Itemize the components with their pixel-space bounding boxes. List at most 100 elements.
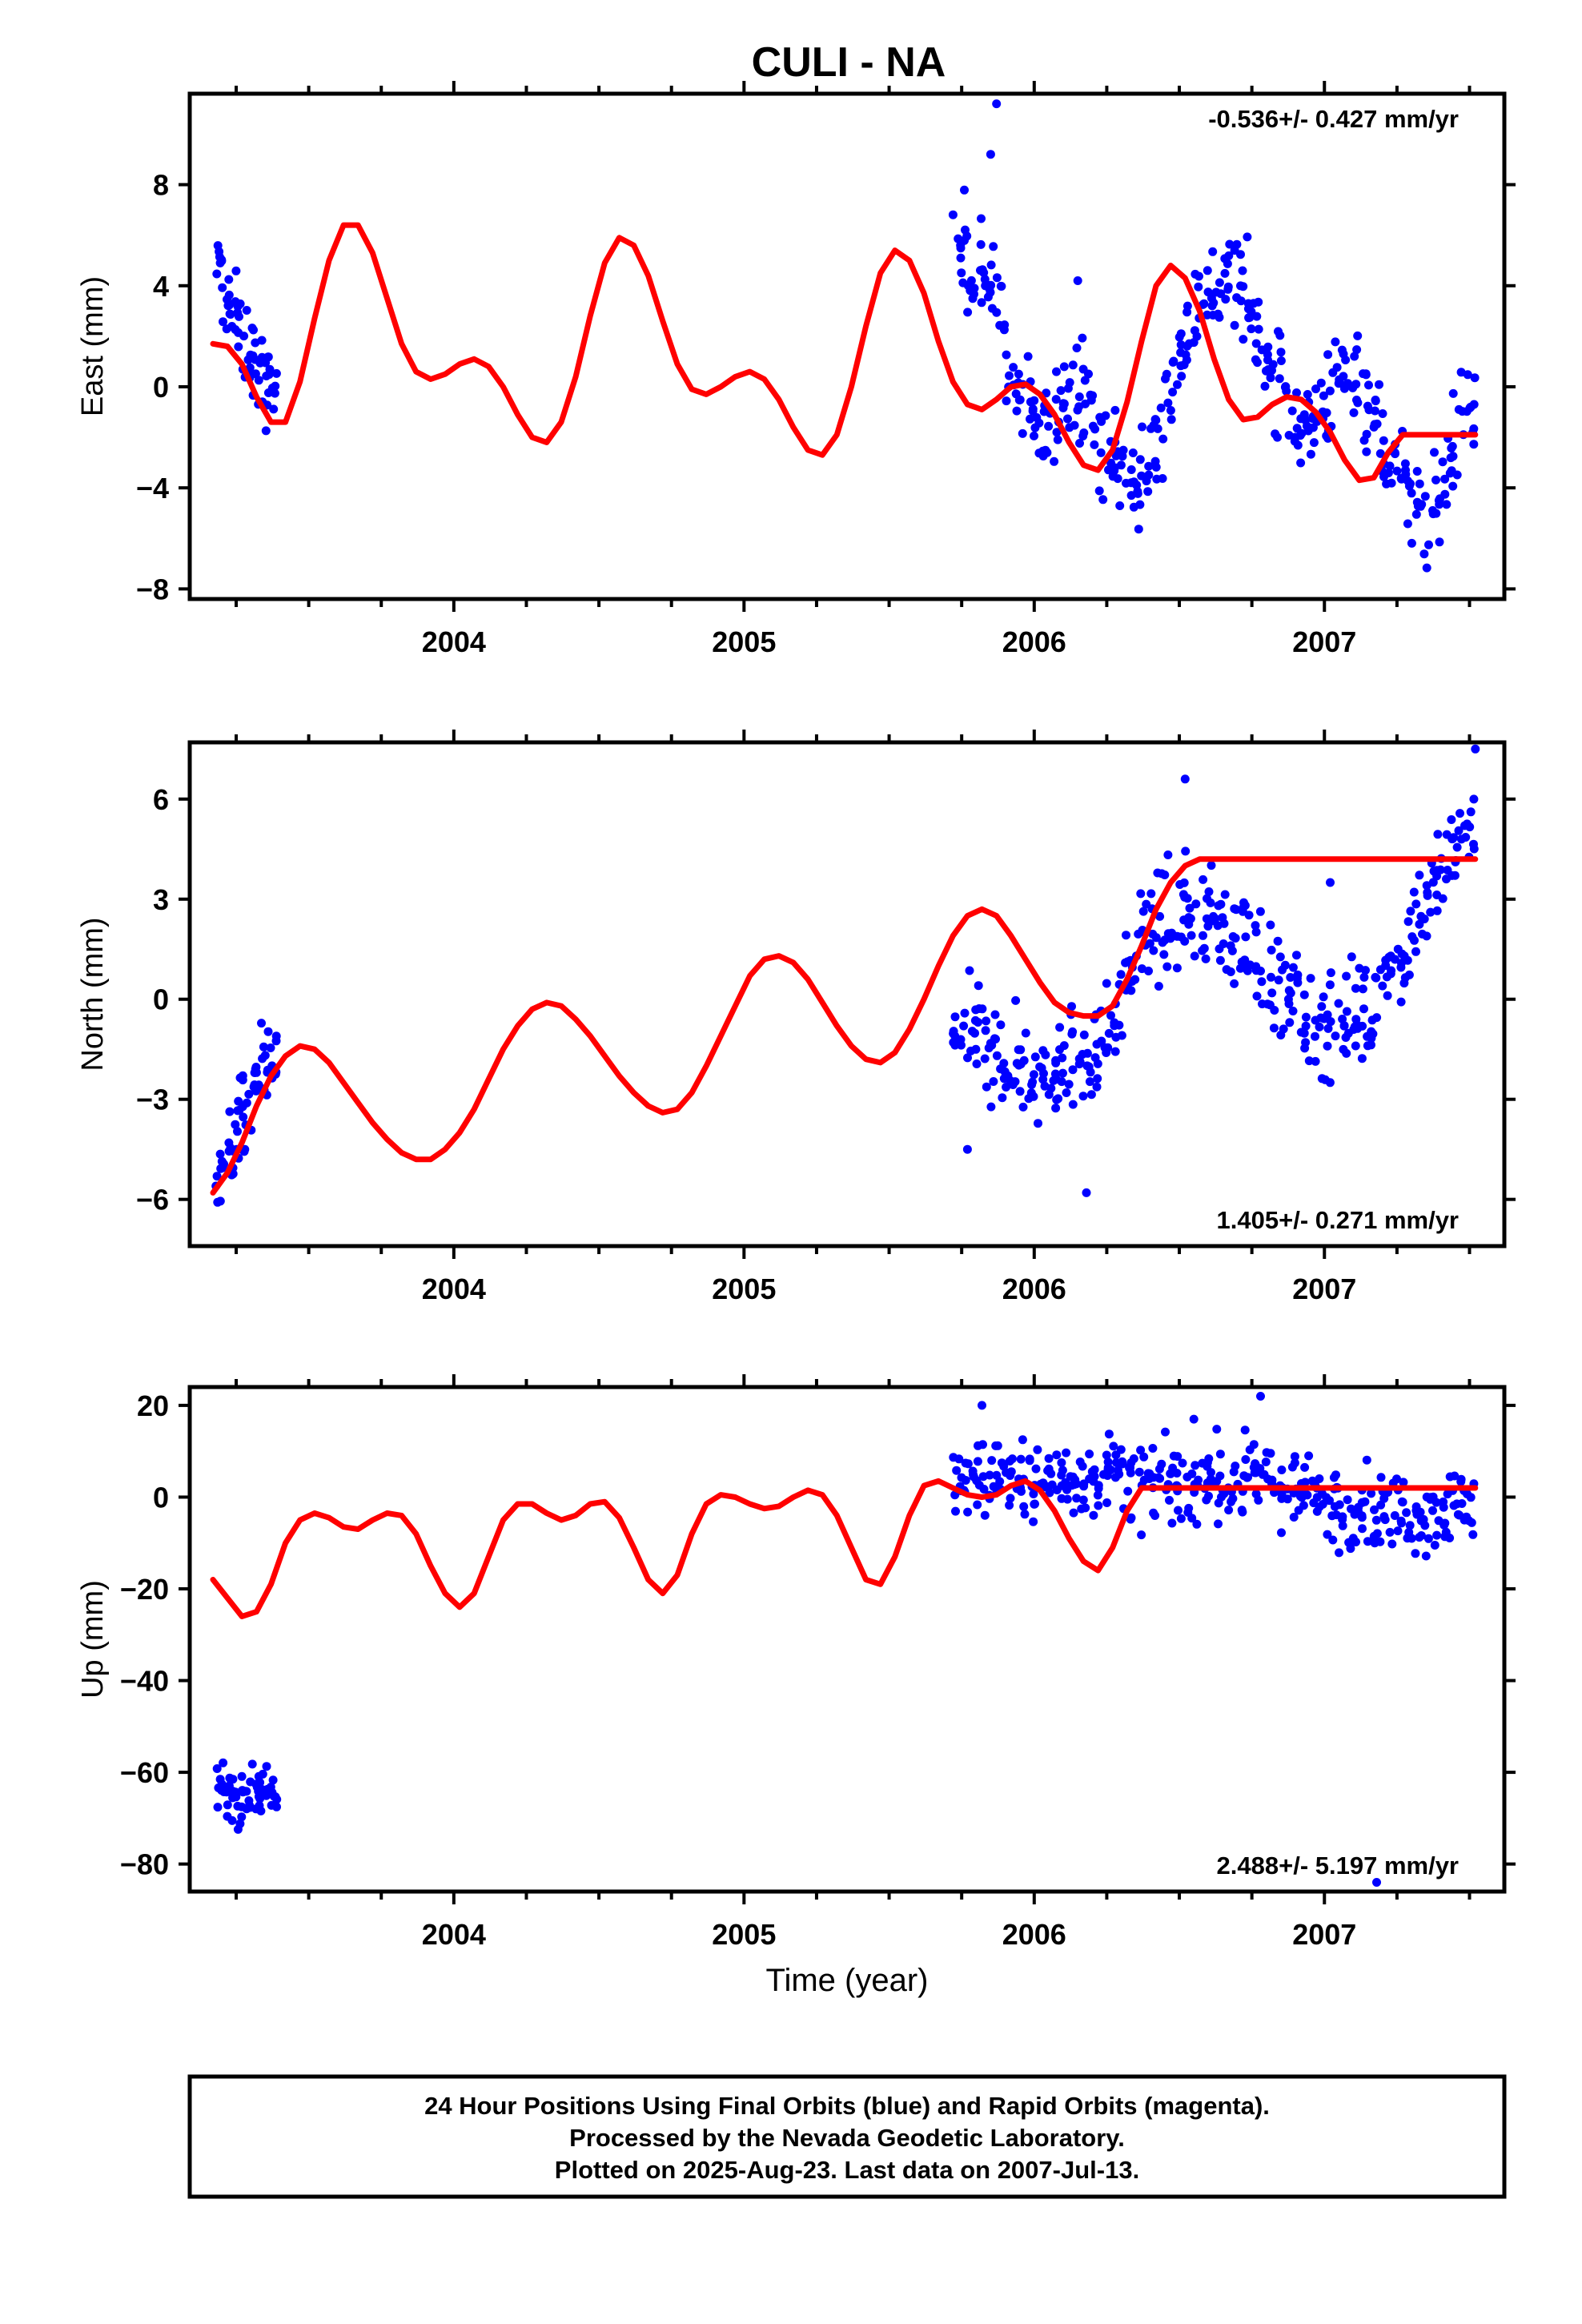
east-data-point <box>963 308 973 317</box>
north-data-point <box>1000 1067 1010 1076</box>
east-data-point <box>1243 232 1252 242</box>
east-data-point <box>961 225 970 235</box>
east-data-point <box>1005 371 1014 380</box>
east-data-point <box>1030 423 1040 432</box>
north-data-point <box>1126 986 1136 995</box>
east-data-point <box>1070 420 1079 430</box>
east-data-point <box>956 243 966 253</box>
north-data-point <box>1288 963 1298 972</box>
east-data-point <box>1417 500 1427 509</box>
north-data-point <box>1355 963 1364 973</box>
up-data-point <box>1338 1512 1347 1522</box>
up-data-point <box>1062 1448 1071 1458</box>
north-data-point <box>1435 865 1445 875</box>
east-data-point <box>1362 447 1371 456</box>
north-data-point <box>266 1043 275 1052</box>
east-data-point <box>235 312 243 321</box>
north-data-point <box>1426 907 1435 917</box>
up-data-point <box>1102 1498 1112 1507</box>
north-data-point <box>1159 950 1169 959</box>
north-data-point <box>1257 977 1267 987</box>
east-data-point <box>1151 416 1161 425</box>
east-data-point <box>1353 398 1363 408</box>
east-data-point <box>1448 452 1458 461</box>
north-data-point <box>1085 1077 1094 1087</box>
north-data-point <box>1311 1031 1319 1041</box>
up-data-point <box>1006 1467 1016 1477</box>
north-data-point <box>1469 844 1479 854</box>
up-data-point <box>1460 1515 1469 1525</box>
north-data-point <box>967 1027 977 1036</box>
up-data-point <box>1300 1462 1310 1472</box>
east-data-point <box>234 342 243 352</box>
north-data-point <box>1339 1021 1349 1031</box>
north-data-point <box>1433 830 1443 839</box>
up-data-point <box>1346 1544 1355 1554</box>
east-data-point <box>1135 455 1145 464</box>
up-data-point <box>1231 1462 1240 1471</box>
up-data-point <box>973 1457 982 1466</box>
north-data-point <box>1347 952 1356 962</box>
up-data-point <box>1390 1511 1399 1520</box>
north-data-point <box>1219 919 1229 928</box>
north-y-tick-label: −3 <box>136 1084 169 1116</box>
east-data-point <box>247 324 257 333</box>
north-data-point <box>213 1197 223 1207</box>
up-data-point <box>228 1775 238 1784</box>
north-data-point <box>1251 966 1261 975</box>
east-data-point <box>992 273 1002 283</box>
north-x-tick-label: 2006 <box>1002 1273 1066 1305</box>
north-x-tick-label: 2004 <box>422 1273 486 1305</box>
north-data-point <box>251 1064 260 1074</box>
north-data-point <box>1180 936 1190 946</box>
east-data-point <box>1230 320 1239 330</box>
north-data-point <box>1078 1092 1088 1101</box>
up-data-point <box>1289 1513 1299 1522</box>
east-data-point <box>1224 251 1234 260</box>
north-data-point <box>1014 1045 1023 1055</box>
east-data-point <box>224 275 234 284</box>
north-data-point <box>1068 1065 1078 1075</box>
up-data-point <box>1169 1451 1178 1461</box>
up-data-point <box>1078 1462 1087 1471</box>
east-outlier-point <box>992 99 1002 109</box>
east-data-point <box>1096 448 1106 457</box>
east-data-point <box>1053 435 1062 444</box>
east-data-point <box>1303 390 1312 399</box>
east-data-point <box>1292 388 1301 397</box>
east-data-point <box>1361 369 1371 379</box>
north-data-point <box>1029 1092 1038 1101</box>
up-y-tick-label: 20 <box>137 1389 169 1422</box>
east-data-point <box>1364 380 1373 390</box>
north-data-point <box>1106 1011 1115 1020</box>
up-data-point <box>1149 1473 1158 1482</box>
north-data-point <box>963 1053 972 1063</box>
north-data-point <box>1463 819 1472 829</box>
east-data-point <box>1113 474 1122 484</box>
up-rate-annotation: 2.488+/- 5.197 mm/yr <box>1217 1852 1459 1880</box>
east-x-tick-label: 2005 <box>712 625 776 658</box>
east-data-point <box>1012 406 1022 416</box>
east-outlier-point <box>986 150 995 159</box>
east-data-point <box>1263 342 1273 352</box>
north-data-point <box>1387 966 1396 975</box>
east-data-point <box>1351 380 1361 389</box>
east-data-point <box>1469 440 1479 449</box>
north-data-point <box>1415 919 1424 929</box>
east-data-point <box>1215 278 1224 287</box>
east-data-point <box>1075 439 1084 448</box>
east-data-point <box>983 292 993 302</box>
north-data-point <box>1226 967 1235 976</box>
north-data-point <box>1116 970 1126 979</box>
up-data-point <box>1187 1514 1197 1523</box>
north-data-point <box>1153 868 1162 878</box>
north-data-point <box>1151 933 1161 943</box>
north-data-point <box>1267 972 1275 982</box>
up-data-point <box>213 1803 223 1812</box>
north-data-point <box>1149 946 1158 955</box>
north-data-point <box>974 1018 982 1027</box>
north-data-point <box>1423 891 1432 900</box>
east-data-point <box>1403 519 1412 529</box>
up-data-point <box>1367 1489 1376 1498</box>
up-data-point <box>1057 1458 1066 1467</box>
